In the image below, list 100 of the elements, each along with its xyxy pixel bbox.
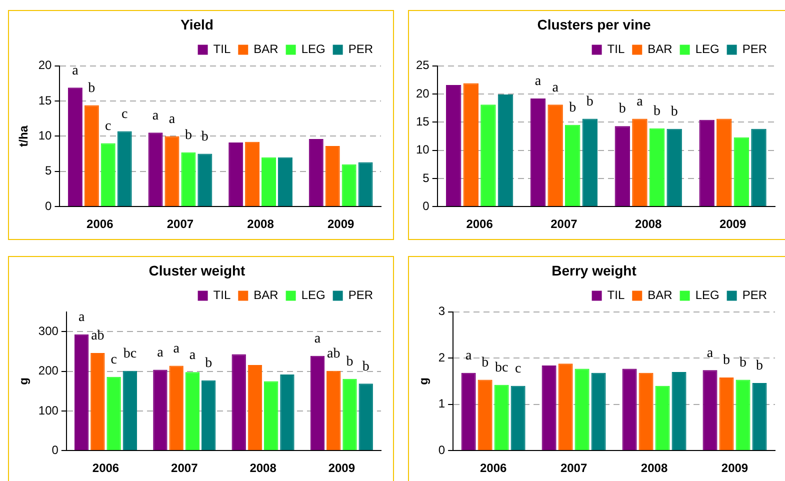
- bar: [751, 128, 766, 206]
- bar: [672, 372, 686, 450]
- x-tick-label: 2008: [635, 217, 662, 232]
- bar: [308, 139, 324, 206]
- data-label: b: [88, 80, 96, 96]
- bar: [719, 378, 734, 450]
- bar: [548, 104, 563, 206]
- bar: [181, 152, 196, 206]
- bar: [164, 136, 180, 206]
- y-axis-title: t/ha: [16, 125, 31, 147]
- legend-label: LEG: [695, 288, 720, 302]
- bar: [666, 128, 682, 206]
- x-tick-label: 2009: [327, 217, 355, 232]
- x-tick-label: 2009: [721, 461, 748, 476]
- bar: [342, 164, 356, 206]
- y-tick-label: 300: [38, 324, 59, 338]
- legend-label: PER: [348, 42, 374, 56]
- data-label: b: [201, 129, 208, 144]
- data-label: bc: [494, 360, 508, 376]
- bar: [245, 142, 260, 206]
- legend-label: BAR: [254, 288, 279, 302]
- y-tick-label: 2: [438, 350, 446, 364]
- data-label: a: [72, 63, 80, 78]
- data-label: a: [636, 94, 644, 110]
- legend-label: BAR: [648, 42, 673, 56]
- data-label: a: [189, 348, 196, 363]
- y-axis-title: g: [16, 378, 31, 385]
- data-label: bc: [123, 346, 137, 362]
- y-tick-label: 0: [438, 442, 446, 457]
- bar: [510, 386, 526, 450]
- bar: [90, 353, 105, 450]
- data-label: c: [121, 106, 128, 122]
- bar: [280, 374, 294, 450]
- bar: [702, 370, 718, 450]
- y-tick-label: 10: [416, 142, 430, 157]
- data-label: b: [569, 100, 576, 116]
- bar: [480, 104, 496, 206]
- legend-label: BAR: [254, 42, 279, 56]
- data-label: b: [756, 358, 764, 374]
- legend-label: PER: [742, 42, 768, 56]
- legend-label: PER: [742, 288, 768, 302]
- data-label: ab: [327, 346, 340, 362]
- data-label: a: [314, 331, 322, 346]
- data-label: a: [157, 345, 164, 360]
- bar: [591, 372, 606, 450]
- y-tick-label: 200: [38, 364, 59, 378]
- data-label: ab: [91, 328, 104, 344]
- chart-title: Clusters per vine: [537, 16, 652, 32]
- x-tick-label: 2006: [86, 217, 114, 232]
- bar: [264, 381, 278, 450]
- data-label: b: [362, 359, 370, 374]
- bar: [232, 354, 246, 450]
- data-label: a: [552, 80, 560, 96]
- bar: [74, 334, 89, 450]
- bar: [632, 118, 648, 206]
- legend-label: TIL: [607, 42, 625, 56]
- data-label: b: [482, 355, 489, 370]
- bar: [262, 157, 276, 206]
- bar: [198, 154, 212, 206]
- legend-label: BAR: [648, 288, 673, 302]
- bar: [461, 372, 476, 450]
- bar: [358, 384, 373, 450]
- y-tick-label: 0: [45, 198, 52, 213]
- data-label: a: [78, 310, 86, 326]
- legend-label: PER: [348, 288, 374, 302]
- bar: [169, 366, 184, 450]
- chart-title: Berry weight: [552, 262, 637, 278]
- x-tick-label: 2006: [480, 461, 507, 476]
- bar: [325, 146, 340, 206]
- bar: [342, 378, 357, 450]
- y-tick-label: 15: [38, 93, 52, 108]
- data-label: a: [173, 341, 180, 356]
- bar: [148, 132, 163, 206]
- data-label: b: [184, 128, 192, 144]
- y-tick-label: 100: [38, 403, 59, 418]
- x-tick-label: 2009: [719, 217, 746, 232]
- bar: [736, 380, 750, 450]
- data-label: b: [586, 94, 594, 110]
- y-tick-label: 0: [52, 442, 59, 457]
- bar: [84, 105, 99, 206]
- bar: [752, 383, 767, 450]
- bar: [153, 370, 168, 450]
- bar: [622, 368, 637, 450]
- bar: [494, 384, 509, 450]
- data-label: b: [670, 104, 678, 120]
- legend-label: TIL: [213, 42, 231, 56]
- bar: [106, 376, 121, 450]
- data-label: a: [534, 74, 542, 90]
- bar: [734, 137, 750, 206]
- bar: [699, 120, 714, 206]
- x-tick-label: 2008: [247, 217, 274, 232]
- bar: [117, 131, 132, 206]
- data-label: a: [706, 346, 714, 361]
- bar: [638, 372, 654, 450]
- bar: [614, 126, 630, 206]
- bar: [498, 94, 514, 206]
- bar: [68, 88, 82, 206]
- legend-label: LEG: [301, 42, 326, 56]
- y-tick-label: 10: [38, 128, 52, 143]
- bar: [649, 128, 665, 206]
